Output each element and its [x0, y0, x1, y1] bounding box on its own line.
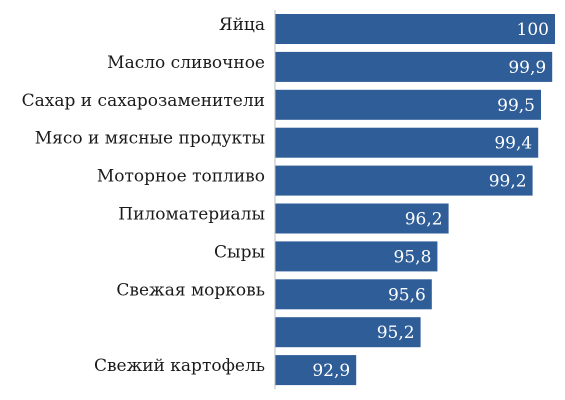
bar-6 — [275, 241, 438, 272]
value-label-1: 99,9 — [508, 58, 546, 78]
bar-2 — [275, 89, 541, 120]
bar-4 — [275, 165, 533, 196]
value-label-6: 95,8 — [394, 247, 432, 267]
category-label-1: Масло сливочное — [107, 53, 265, 73]
value-label-0: 100 — [517, 20, 549, 40]
bar-8 — [275, 317, 421, 348]
value-label-5: 96,2 — [405, 210, 443, 230]
bar-7 — [275, 279, 432, 310]
category-labels-group: Яйца Масло сливочное Сахар и сахарозаменит… — [22, 15, 265, 376]
bar-3 — [275, 127, 539, 158]
category-label-3: Мясо и мясные продукты — [35, 129, 265, 149]
category-label-0: Яйца — [219, 15, 265, 35]
category-label-5: Пиломатериалы — [118, 205, 265, 225]
value-label-3: 99,4 — [494, 134, 532, 154]
value-label-4: 99,2 — [489, 172, 527, 192]
category-label-4: Моторное топливо — [97, 167, 265, 187]
value-label-2: 99,5 — [497, 96, 535, 116]
value-labels-group: 100 99,9 99,5 99,4 99,2 96,2 95,8 95,6 95,2 92,9 — [312, 20, 549, 381]
category-label-7: Свежая морковь — [116, 280, 265, 300]
bar-0 — [275, 14, 555, 44]
bar-1 — [275, 51, 553, 82]
bars-group — [275, 14, 555, 386]
category-label-6: Сыры — [214, 242, 265, 262]
value-label-9: 92,9 — [312, 361, 350, 381]
bar-5 — [275, 203, 449, 234]
value-label-8: 95,2 — [377, 323, 415, 343]
category-label-8: Свежий картофель — [94, 356, 265, 376]
value-label-7: 95,6 — [388, 285, 426, 305]
bar-9 — [275, 355, 357, 386]
category-label-2: Сахар и сахарозаменители — [22, 91, 265, 111]
